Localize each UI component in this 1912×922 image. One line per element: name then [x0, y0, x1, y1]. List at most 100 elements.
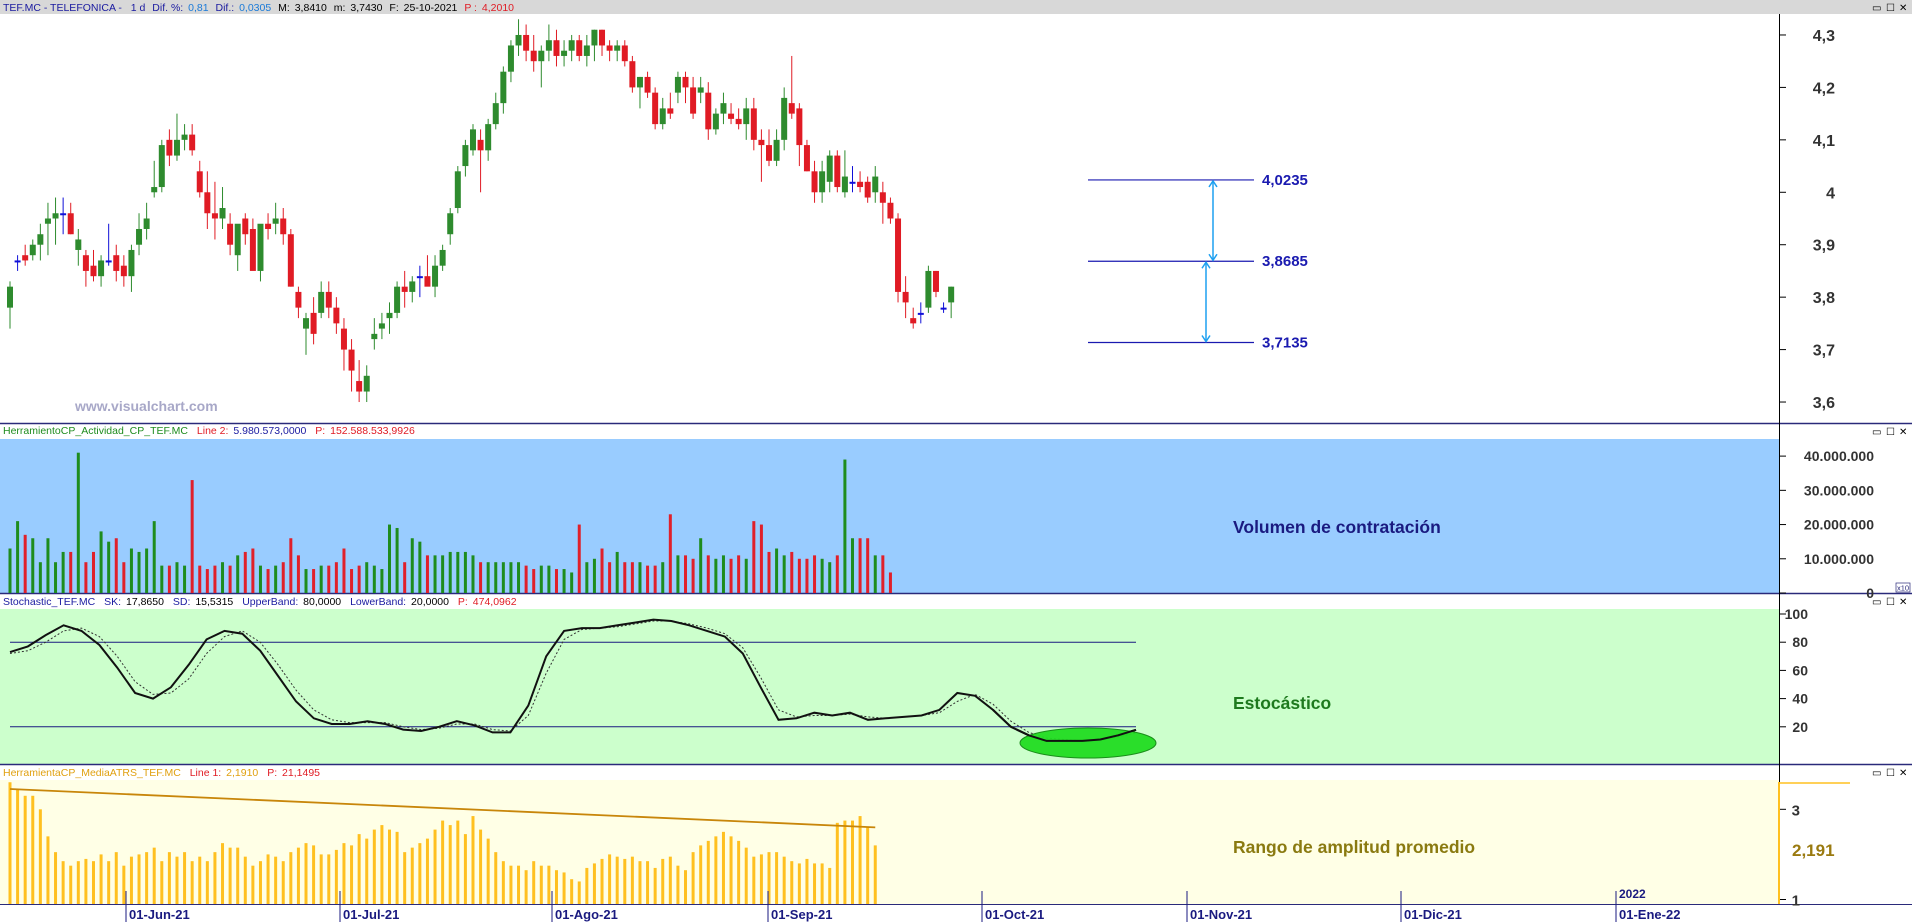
maximize-icon[interactable]: ☐: [1886, 427, 1895, 438]
atr-bar: [350, 845, 354, 904]
candle-body: [697, 87, 704, 93]
maximize-icon[interactable]: ☐: [1886, 768, 1895, 779]
atr-bar: [198, 856, 202, 904]
volume-bar: [471, 555, 475, 593]
atr-bar: [54, 852, 58, 904]
candle-body: [447, 213, 454, 235]
candle-body: [356, 381, 363, 392]
atr-bar: [501, 861, 505, 904]
candle-body: [189, 134, 196, 151]
candle-body: [819, 171, 826, 193]
min-value: 3,7430: [350, 2, 382, 14]
volume-bar: [790, 551, 794, 593]
close-icon[interactable]: ✕: [1899, 3, 1907, 14]
candle-body: [44, 218, 51, 224]
maximize-icon[interactable]: ☐: [1886, 3, 1895, 14]
maximize-icon[interactable]: ☐: [1886, 597, 1895, 608]
atr-panel-bg: [0, 780, 1779, 904]
candle-body: [249, 228, 256, 271]
volume-bar: [16, 521, 20, 593]
y-tick-label: 3,9: [1813, 238, 1835, 255]
atr-bar: [820, 863, 824, 904]
y-tick-label: 60: [1792, 662, 1808, 678]
arrow-head: [1208, 179, 1218, 188]
atr-bar: [790, 861, 794, 904]
minimize-icon[interactable]: ▭: [1872, 768, 1881, 779]
y-tick-label: 0: [1866, 585, 1874, 601]
volume-bar: [646, 565, 650, 593]
dif-pct-value: 0,81: [188, 2, 209, 14]
x-tick-label: 01-Oct-21: [985, 907, 1044, 922]
close-icon[interactable]: ✕: [1899, 427, 1907, 438]
volume-multiplier: x10: [1897, 584, 1909, 593]
volume-bar: [585, 562, 589, 593]
candle-body: [211, 213, 218, 219]
stoch-p-value: 474,0962: [473, 596, 517, 608]
close-icon[interactable]: ✕: [1899, 597, 1907, 608]
candle-body: [523, 34, 530, 51]
minimize-icon[interactable]: ▭: [1872, 597, 1881, 608]
volume-bar: [54, 562, 58, 593]
max-label: M:: [278, 2, 290, 14]
candle-body: [758, 139, 765, 146]
y-tick-label: 10.000.000: [1804, 551, 1874, 567]
max-value: 3,8410: [295, 2, 327, 14]
atr-bar: [782, 856, 786, 904]
candle-body: [340, 328, 347, 350]
atr-bar: [266, 854, 270, 904]
stoch-header: Stochastic_TEF.MC SK: 17,8650 SD: 15,531…: [3, 596, 517, 608]
x-tick-label: 01-Ene-22: [1619, 907, 1680, 922]
volume-bar: [145, 548, 149, 593]
fibonacci-levels: 4,0235 3,8685 3,7135: [1088, 172, 1308, 352]
stoch-header-bar: [0, 593, 1912, 609]
minimize-icon[interactable]: ▭: [1872, 3, 1881, 14]
candle-body: [52, 213, 59, 219]
x-tick-label: 01-Dic-21: [1404, 907, 1462, 922]
dif-label: Dif.:: [215, 2, 234, 14]
volume-bar: [661, 562, 665, 593]
volume-bar: [737, 555, 741, 593]
sk-label: SK:: [104, 596, 121, 608]
atr-bar: [813, 863, 817, 904]
sk-line-tail: [992, 709, 1137, 742]
volume-bar: [46, 538, 50, 593]
atr-bar: [600, 858, 604, 904]
volume-bar: [281, 562, 285, 593]
volume-bar: [638, 562, 642, 593]
volume-bar: [190, 480, 194, 593]
atr-bar: [145, 852, 149, 904]
volume-bar: [888, 572, 892, 593]
candle-body: [272, 218, 279, 224]
minimize-icon[interactable]: ▭: [1872, 427, 1881, 438]
atr-bar: [167, 852, 171, 904]
volume-bar: [350, 569, 354, 593]
candle-body: [803, 145, 810, 172]
atr-bar: [84, 858, 88, 904]
upper-band-value: 80,0000: [303, 596, 341, 608]
volume-bar: [592, 558, 596, 593]
volume-bar: [69, 551, 73, 593]
close-icon[interactable]: ✕: [1899, 768, 1907, 779]
volume-bar: [805, 558, 809, 593]
candle-body: [644, 76, 651, 93]
candle-body: [295, 291, 302, 308]
volume-bar: [334, 562, 338, 593]
y-tick-label: 3,6: [1813, 395, 1835, 412]
date-value: 25-10-2021: [404, 2, 458, 14]
volume-bar: [456, 551, 460, 593]
candle-body: [227, 223, 234, 245]
level-label: 3,8685: [1262, 253, 1308, 270]
atr-bar: [296, 847, 300, 904]
volume-bar: [137, 551, 141, 593]
atr-bar: [425, 838, 429, 904]
y-tick-label: 20: [1792, 719, 1808, 735]
atr-last-value: 2,191: [1792, 841, 1835, 860]
candle-body: [917, 312, 924, 315]
atr-line-label: Line 1:: [190, 767, 222, 779]
atr-bar: [797, 863, 801, 904]
volume-bar: [365, 562, 369, 593]
atr-bar: [410, 847, 414, 904]
candle-body: [849, 181, 856, 184]
volume-bar: [479, 562, 483, 593]
y-tick-label: 40.000.000: [1804, 448, 1874, 464]
